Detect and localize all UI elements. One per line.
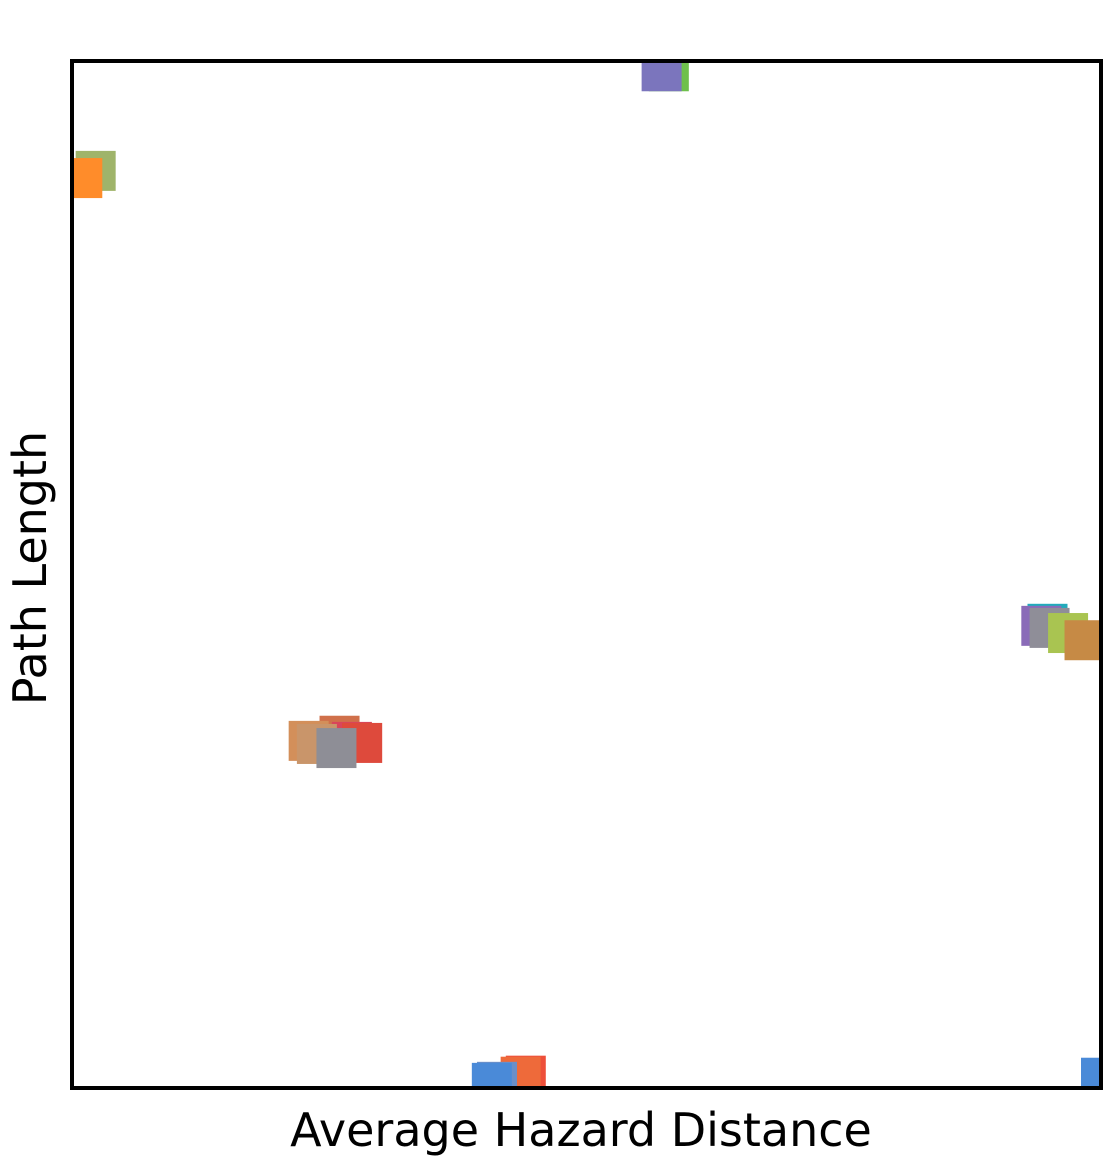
plot-frame: [70, 59, 1103, 1090]
scatter-point-8: [1064, 620, 1101, 661]
x-axis-label: Average Hazard Distance: [290, 1103, 872, 1157]
scatter-point-19: [1081, 1057, 1101, 1088]
scatter-points: [72, 61, 1101, 1088]
scatter-point-18: [471, 1062, 512, 1088]
y-axis-label: Path Length: [3, 431, 57, 705]
scatter-point-14: [316, 728, 357, 769]
scatter-point-3: [641, 61, 682, 92]
scatter-point-1: [72, 158, 103, 199]
